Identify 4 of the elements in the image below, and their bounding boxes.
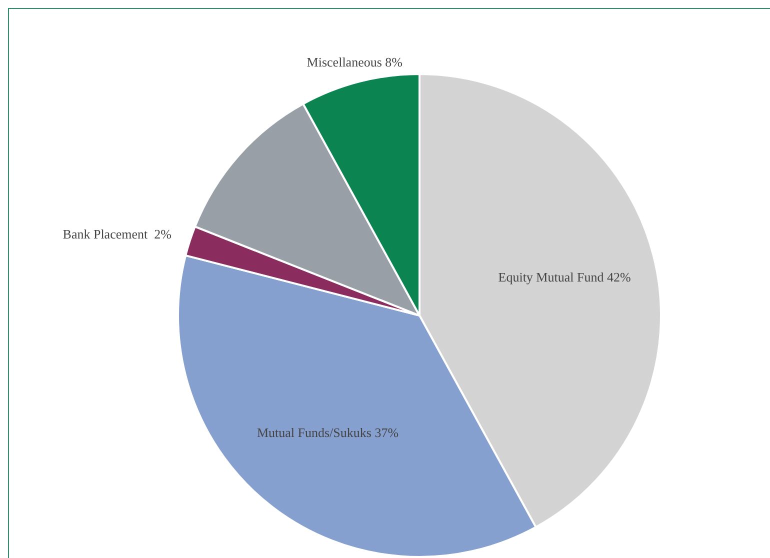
slice-label: Equity Mutual Fund 42% (498, 270, 631, 285)
slice-label: Mutual Funds/Sukuks 37% (256, 425, 399, 440)
slice-label: Miscellaneous 8% (306, 54, 403, 70)
slice-label: Bank Placement 2% (62, 226, 172, 242)
